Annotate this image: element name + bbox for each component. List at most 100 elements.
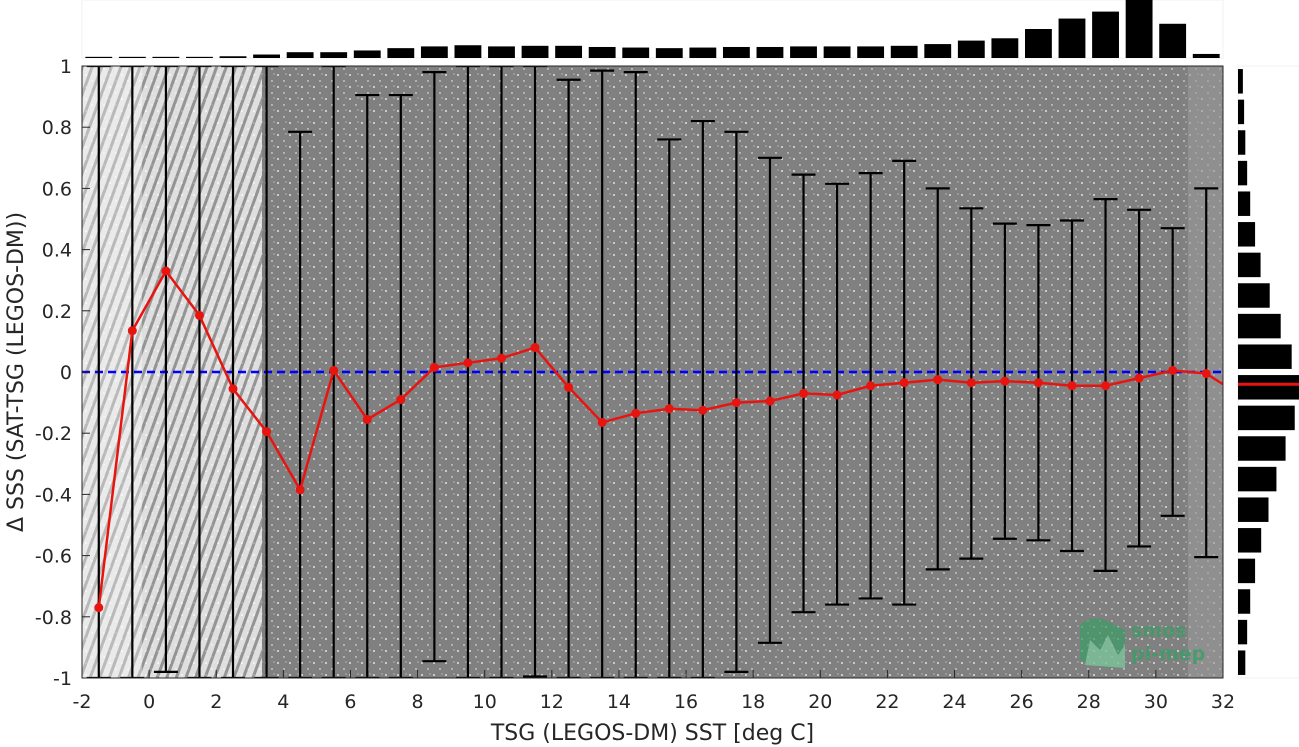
mean-point — [832, 390, 842, 400]
x-tick-label: 20 — [808, 691, 832, 713]
error-bar — [86, 66, 111, 678]
mean-point — [1033, 378, 1043, 388]
mean-point — [698, 405, 708, 415]
mean-markers — [94, 266, 1211, 613]
x-tick-label: 30 — [1144, 691, 1168, 713]
top-histogram-bar — [823, 46, 851, 58]
top-histogram-bar — [890, 45, 918, 58]
x-tick-label: -2 — [73, 691, 92, 713]
x-tick-label: 22 — [875, 691, 899, 713]
x-tick-label: 26 — [1010, 691, 1034, 713]
top-histogram-bar — [219, 56, 247, 58]
top-histogram-bar — [722, 46, 750, 58]
mean-point — [1201, 369, 1211, 379]
top-histogram-bar — [152, 56, 180, 58]
mean-point — [329, 365, 339, 375]
x-tick-label: 32 — [1211, 691, 1235, 713]
y-tick-label: 0.4 — [42, 240, 72, 262]
error-bar — [254, 66, 279, 678]
mean-point — [564, 382, 574, 392]
error-bar — [288, 130, 313, 678]
y-tick-label: 0.6 — [42, 178, 72, 200]
right-histogram-bar — [1238, 191, 1251, 216]
right-histogram-bar — [1238, 222, 1256, 247]
top-histogram-bar — [521, 45, 549, 58]
x-tick-label: 6 — [344, 691, 356, 713]
mean-point — [597, 417, 607, 427]
mean-point — [1067, 381, 1077, 391]
right-histogram-bar — [1238, 344, 1292, 369]
right-histogram-bar — [1238, 99, 1245, 125]
top-histogram-bar — [689, 47, 717, 58]
right-histogram-bar — [1238, 558, 1256, 584]
x-tick-label: 4 — [277, 691, 289, 713]
top-histogram-bar — [320, 52, 348, 58]
top-histogram-bar — [622, 47, 650, 58]
mean-point — [463, 358, 473, 368]
error-bar — [455, 66, 480, 678]
error-bar — [153, 66, 178, 673]
top-histogram-bar — [555, 45, 583, 58]
mean-point — [799, 388, 809, 398]
mean-point — [127, 326, 137, 336]
x-tick-label: 18 — [741, 691, 765, 713]
top-histogram — [81, 0, 1224, 59]
y-tick-label: -0.8 — [35, 607, 72, 629]
y-axis: -1 -0.8 -0.6 -0.4 -0.2 0 0.2 0.4 0.6 0.8 1 — [35, 56, 90, 690]
mean-point — [933, 375, 943, 385]
right-histogram-bar — [1238, 497, 1269, 522]
top-histogram-bar — [756, 46, 784, 58]
x-axis-label: TSG (LEGOS-DM) SST [deg C] — [490, 721, 814, 746]
top-histogram-bar — [957, 40, 985, 58]
right-histogram-bar — [1238, 650, 1246, 675]
error-bar — [489, 66, 514, 678]
top-histogram-bar — [353, 50, 381, 58]
top-histogram-bar — [991, 38, 1019, 58]
top-histogram-bar — [1025, 29, 1052, 58]
top-histogram-bar — [420, 46, 448, 58]
right-histogram-bar — [1238, 313, 1281, 339]
mean-point — [228, 384, 238, 394]
y-axis-label: Δ SSS (SAT-TSG (LEGOS-DM)) — [4, 212, 29, 532]
right-histogram — [1237, 65, 1299, 679]
error-bar — [690, 119, 715, 678]
x-tick-label: 10 — [473, 691, 497, 713]
y-tick-label: -0.2 — [35, 423, 72, 445]
mean-point — [530, 343, 540, 353]
top-histogram-bar — [488, 46, 515, 58]
y-tick-label: 1 — [60, 56, 72, 78]
right-histogram-bar — [1238, 130, 1246, 155]
mean-point — [295, 485, 305, 495]
y-tick-label: 0.8 — [42, 117, 72, 139]
top-histogram-bar — [118, 56, 146, 58]
logo-text-smos: smos — [1131, 620, 1186, 642]
right-histogram-bar — [1238, 283, 1270, 308]
y-tick-label: 0 — [60, 362, 72, 384]
mean-point — [362, 414, 372, 424]
error-bar — [388, 93, 413, 678]
mean-point — [1101, 381, 1111, 391]
right-histogram-bar — [1238, 466, 1277, 492]
right-histogram-bar — [1238, 160, 1248, 186]
top-histogram-bar — [790, 46, 817, 58]
smos-pi-mep-logo: smos pi-mep — [1080, 618, 1205, 668]
mean-point — [396, 395, 406, 405]
top-histogram-bar — [387, 48, 415, 58]
mean-point — [1134, 373, 1144, 383]
mean-point — [429, 362, 439, 372]
top-histogram-bar — [1159, 23, 1187, 59]
x-tick-label: 24 — [942, 691, 966, 713]
x-axis: -2 0 2 4 6 8 10 12 14 16 18 20 22 24 26 28 30 32 — [73, 670, 1235, 713]
right-histogram-bar — [1238, 589, 1251, 614]
mean-point — [262, 427, 272, 437]
error-bar — [523, 66, 548, 678]
error-bar — [221, 66, 246, 678]
top-histogram-bar — [186, 56, 213, 58]
right-histogram-bar — [1238, 252, 1261, 278]
top-histogram-bar — [924, 44, 952, 58]
x-tick-label: 14 — [607, 691, 631, 713]
top-histogram-bar — [1092, 11, 1119, 59]
right-histogram-bar — [1238, 405, 1295, 431]
mean-point — [1168, 365, 1178, 375]
